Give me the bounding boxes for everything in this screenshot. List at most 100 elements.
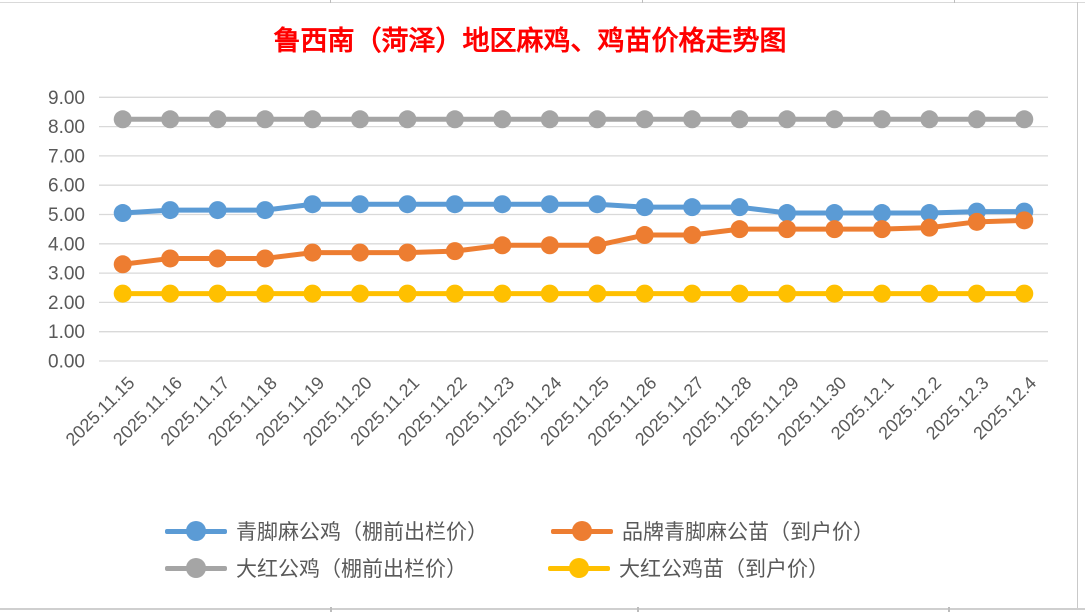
data-point-marker[interactable] [208, 284, 227, 303]
data-point-marker[interactable] [730, 110, 749, 129]
data-point-marker[interactable] [161, 110, 180, 129]
data-point-marker[interactable] [113, 255, 132, 274]
data-point-marker[interactable] [161, 284, 180, 303]
plot-area[interactable]: 9.00 8.00 7.00 6.00 5.00 4.00 3.00 2.00 1.00 0.00… [0, 0, 1085, 505]
worksheet-gridline [1077, 2, 1078, 609]
data-point-marker[interactable] [683, 110, 702, 129]
y-axis-tick-label[interactable]: 7.00 [48, 146, 85, 167]
data-point-marker[interactable] [256, 201, 275, 220]
data-point-marker[interactable] [730, 220, 749, 239]
data-point-marker[interactable] [493, 195, 512, 214]
data-point-marker[interactable] [588, 236, 607, 255]
data-point-marker[interactable] [778, 220, 797, 239]
data-point-marker[interactable] [967, 284, 986, 303]
legend-item-series-1[interactable]: 青脚麻公鸡（棚前出栏价） [165, 518, 488, 544]
data-point-marker[interactable] [588, 195, 607, 214]
data-point-marker[interactable] [872, 220, 891, 239]
data-point-marker[interactable] [872, 204, 891, 223]
data-point-marker[interactable] [540, 110, 559, 129]
data-point-marker[interactable] [920, 204, 939, 223]
data-point-marker[interactable] [350, 284, 369, 303]
data-point-marker[interactable] [493, 284, 512, 303]
data-point-marker[interactable] [256, 110, 275, 129]
data-point-marker[interactable] [967, 212, 986, 231]
y-axis-tick-label[interactable]: 0.00 [48, 352, 85, 373]
data-point-marker[interactable] [445, 110, 464, 129]
data-point-marker[interactable] [540, 284, 559, 303]
legend-label: 品牌青脚麻公苗（到户价） [622, 520, 874, 544]
worksheet-gridline [637, 607, 639, 612]
data-point-marker[interactable] [303, 284, 322, 303]
data-point-marker[interactable] [493, 110, 512, 129]
y-axis-tick-label[interactable]: 8.00 [48, 117, 85, 138]
data-point-marker[interactable] [540, 236, 559, 255]
data-point-marker[interactable] [635, 110, 654, 129]
data-point-marker[interactable] [303, 243, 322, 262]
data-point-marker[interactable] [588, 284, 607, 303]
legend-item-series-2[interactable]: 品牌青脚麻公苗（到户价） [551, 518, 874, 544]
data-point-marker[interactable] [920, 284, 939, 303]
data-point-marker[interactable] [445, 195, 464, 214]
data-point-marker[interactable] [256, 284, 275, 303]
data-point-marker[interactable] [920, 110, 939, 129]
y-axis-tick-label[interactable]: 9.00 [48, 88, 85, 109]
legend-item-series-4[interactable]: 大红公鸡苗（到户价） [548, 555, 829, 581]
data-point-marker[interactable] [778, 284, 797, 303]
data-point-marker[interactable] [683, 284, 702, 303]
data-point-marker[interactable] [1015, 284, 1034, 303]
y-axis-tick-label[interactable]: 4.00 [48, 234, 85, 255]
data-point-marker[interactable] [635, 198, 654, 217]
legend-marker-line-dot-icon [548, 558, 610, 578]
data-point-marker[interactable] [208, 201, 227, 220]
y-axis-tick-label[interactable]: 3.00 [48, 264, 85, 285]
data-point-marker[interactable] [1015, 211, 1034, 230]
data-point-marker[interactable] [872, 284, 891, 303]
data-point-marker[interactable] [730, 284, 749, 303]
data-point-marker[interactable] [683, 198, 702, 217]
worksheet-gridline [642, 0, 643, 3]
y-axis-tick-label[interactable]: 1.00 [48, 322, 85, 343]
data-point-marker[interactable] [256, 249, 275, 268]
data-point-marker[interactable] [350, 195, 369, 214]
data-point-marker[interactable] [445, 242, 464, 261]
data-point-marker[interactable] [683, 226, 702, 245]
data-point-marker[interactable] [920, 218, 939, 237]
data-point-marker[interactable] [161, 201, 180, 220]
data-point-marker[interactable] [398, 243, 417, 262]
data-point-marker[interactable] [778, 204, 797, 223]
legend-item-series-3[interactable]: 大红公鸡（棚前出栏价） [165, 555, 467, 581]
data-point-marker[interactable] [350, 243, 369, 262]
data-point-marker[interactable] [1015, 110, 1034, 129]
data-point-marker[interactable] [208, 110, 227, 129]
data-point-marker[interactable] [398, 195, 417, 214]
data-point-marker[interactable] [445, 284, 464, 303]
data-point-marker[interactable] [303, 195, 322, 214]
y-axis-tick-label[interactable]: 2.00 [48, 293, 85, 314]
data-point-marker[interactable] [825, 284, 844, 303]
chart-title[interactable]: 鲁西南（菏泽）地区麻鸡、鸡苗价格走势图 [273, 26, 787, 56]
data-point-marker[interactable] [350, 110, 369, 129]
data-point-marker[interactable] [161, 249, 180, 268]
data-point-marker[interactable] [208, 249, 227, 268]
data-point-marker[interactable] [113, 284, 132, 303]
data-point-marker[interactable] [398, 284, 417, 303]
data-point-marker[interactable] [825, 204, 844, 223]
data-point-marker[interactable] [825, 110, 844, 129]
data-point-marker[interactable] [635, 284, 654, 303]
data-point-marker[interactable] [730, 198, 749, 217]
data-point-marker[interactable] [588, 110, 607, 129]
data-point-marker[interactable] [872, 110, 891, 129]
data-point-marker[interactable] [635, 226, 654, 245]
data-point-marker[interactable] [493, 236, 512, 255]
data-point-marker[interactable] [825, 220, 844, 239]
data-point-marker[interactable] [303, 110, 322, 129]
legend-marker-line-dot-icon [551, 521, 613, 541]
data-point-marker[interactable] [113, 110, 132, 129]
y-axis-tick-label[interactable]: 5.00 [48, 205, 85, 226]
data-point-marker[interactable] [113, 204, 132, 223]
data-point-marker[interactable] [398, 110, 417, 129]
data-point-marker[interactable] [540, 195, 559, 214]
data-point-marker[interactable] [778, 110, 797, 129]
y-axis-tick-label[interactable]: 6.00 [48, 176, 85, 197]
data-point-marker[interactable] [967, 110, 986, 129]
